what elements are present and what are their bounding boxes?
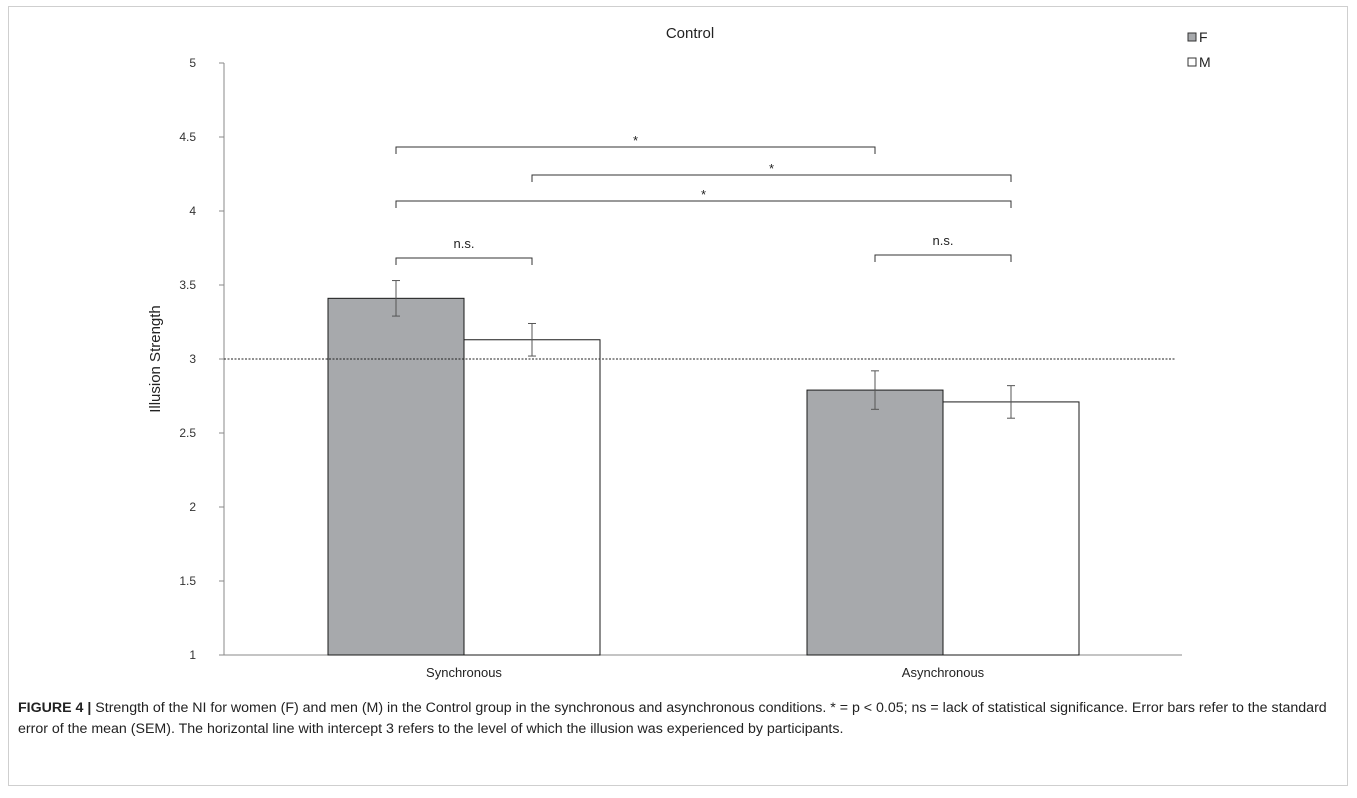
- y-tick-label: 3: [189, 352, 196, 366]
- significance-bracket: [874, 254, 1012, 262]
- significance-label: n.s.: [454, 236, 475, 251]
- significance-bracket: [395, 257, 533, 265]
- y-tick-label: 4: [189, 204, 196, 218]
- bar-f-asynchronous: [806, 389, 944, 656]
- caption-label: FIGURE 4 |: [18, 700, 92, 716]
- legend-swatch-m: [1187, 57, 1197, 67]
- significance-bracket: [395, 146, 876, 154]
- bar-m-asynchronous: [942, 401, 1080, 656]
- significance-label: *: [701, 187, 706, 202]
- significance-bracket: [395, 200, 1012, 208]
- figure-frame: [8, 6, 1348, 786]
- legend-label-f: F: [1199, 29, 1208, 45]
- legend-label-m: M: [1199, 54, 1211, 70]
- y-tick-label: 1: [189, 648, 196, 662]
- figure-caption: FIGURE 4 | Strength of the NI for women …: [18, 698, 1340, 740]
- bar-chart: Control Illusion Strength 1 1.5 2 2.5 3 3.5 4 4.5…: [147, 25, 1211, 680]
- significance-label: *: [633, 133, 638, 148]
- significance-bracket: [531, 174, 1012, 182]
- significance-label: n.s.: [933, 233, 954, 248]
- significance-label: *: [769, 161, 774, 176]
- y-tick-label: 5: [189, 56, 196, 70]
- bar-f-synchronous: [327, 297, 465, 656]
- x-tick-label: Synchronous: [426, 665, 502, 680]
- caption-text: Strength of the NI for women (F) and men…: [18, 700, 1327, 737]
- chart-title: Control: [666, 25, 714, 42]
- y-axis-label: Illusion Strength: [147, 305, 164, 413]
- x-tick-label: Asynchronous: [902, 665, 985, 680]
- y-tick-label: 2.5: [179, 426, 196, 440]
- y-tick-label: 2: [189, 500, 196, 514]
- y-tick-label: 4.5: [179, 130, 196, 144]
- y-tick-label: 1.5: [179, 574, 196, 588]
- bar-m-synchronous: [463, 339, 601, 656]
- y-tick-label: 3.5: [179, 278, 196, 292]
- legend-swatch-f: [1187, 32, 1197, 42]
